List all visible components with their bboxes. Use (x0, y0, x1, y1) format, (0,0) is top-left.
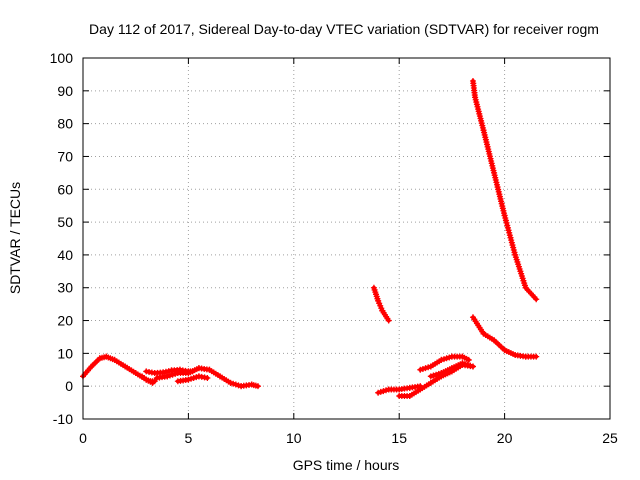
data-series-arc-8 (396, 361, 476, 400)
data-point (533, 296, 540, 303)
data-series-arc-5 (174, 373, 211, 385)
x-tick-label: 0 (79, 430, 87, 446)
y-tick-label: 60 (57, 181, 73, 197)
data-series-arc-1 (80, 353, 156, 386)
data-point (160, 369, 167, 376)
data-series-arc-9 (417, 353, 472, 373)
data-point (151, 378, 158, 385)
data-point (385, 317, 392, 324)
y-tick-label: 0 (65, 378, 73, 394)
y-tick-label: 10 (57, 345, 73, 361)
data-series-arc-7 (375, 383, 424, 396)
data-point (465, 356, 472, 363)
y-axis-label: SDTVAR / TECUs (7, 182, 23, 294)
data-point (469, 363, 476, 370)
grid-layer (83, 58, 610, 419)
data-point (165, 368, 172, 375)
x-axis-label: GPS time / hours (293, 457, 400, 473)
y-tick-label: 40 (57, 247, 73, 263)
data-point (204, 374, 211, 381)
y-tick-label: 100 (50, 50, 74, 66)
y-tick-label: 20 (57, 313, 73, 329)
data-point (533, 353, 540, 360)
x-tick-label: 15 (391, 430, 407, 446)
y-tick-label: 50 (57, 214, 73, 230)
data-point (254, 383, 261, 390)
tick-layer: 0 5 10 15 20 25 -10 0 10 20 30 40 50 60 70 80 90 100 (50, 50, 618, 446)
x-tick-label: 5 (185, 430, 193, 446)
y-tick-label: -10 (53, 411, 73, 427)
series-layer (80, 77, 540, 400)
data-series-arc-12 (469, 314, 540, 360)
x-tick-label: 25 (602, 430, 618, 446)
data-series-arc-10 (427, 360, 476, 380)
data-series-arc-6 (370, 284, 392, 324)
data-point (162, 368, 169, 375)
plot-frame (82, 57, 611, 420)
data-series-arc-4 (153, 365, 261, 390)
y-tick-label: 90 (57, 83, 73, 99)
y-tick-label: 80 (57, 116, 73, 132)
data-series-arc-11 (469, 77, 540, 303)
y-tick-label: 70 (57, 148, 73, 164)
chart-title: Day 112 of 2017, Sidereal Day-to-day VTE… (89, 21, 599, 37)
x-tick-label: 20 (497, 430, 513, 446)
y-tick-label: 30 (57, 280, 73, 296)
data-series-arc-2 (139, 373, 158, 385)
x-tick-label: 10 (286, 430, 302, 446)
